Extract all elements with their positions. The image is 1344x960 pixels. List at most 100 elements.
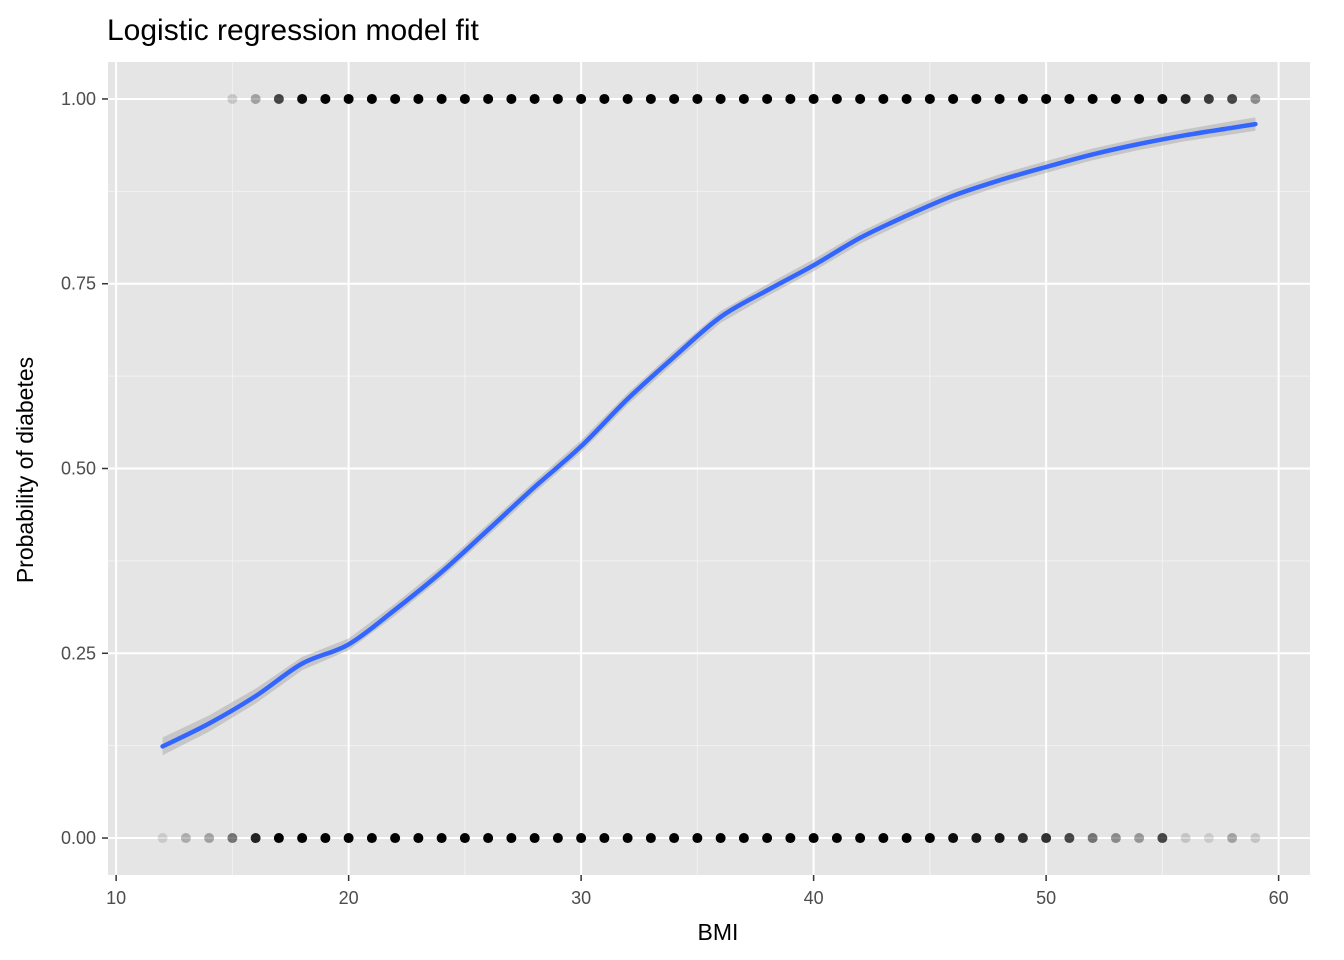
data-point (808, 93, 819, 104)
data-point (808, 833, 819, 844)
data-point (436, 93, 447, 104)
data-point (692, 833, 703, 844)
fit-curve (160, 121, 1258, 749)
data-point (273, 833, 284, 844)
data-point (576, 833, 587, 844)
x-tick-label: 20 (339, 888, 359, 908)
data-point (762, 93, 773, 104)
data-point (901, 93, 912, 104)
data-point (297, 833, 308, 844)
y-tick-label: 0.50 (61, 459, 96, 479)
data-point (878, 833, 889, 844)
data-point (1064, 93, 1075, 104)
data-point (948, 833, 959, 844)
data-point (948, 93, 959, 104)
data-point (1203, 833, 1214, 844)
data-point (1180, 833, 1191, 844)
data-point (785, 833, 796, 844)
data-point (645, 93, 656, 104)
data-point (1227, 833, 1238, 844)
data-point (1041, 93, 1052, 104)
data-point (738, 93, 749, 104)
data-point (924, 93, 935, 104)
data-point (855, 93, 866, 104)
data-point (273, 93, 284, 104)
y-tick-label: 0.75 (61, 274, 96, 294)
data-point (599, 93, 610, 104)
data-point (413, 93, 424, 104)
y-tick-label: 0.00 (61, 828, 96, 848)
data-point (204, 833, 215, 844)
x-tick-label: 40 (804, 888, 824, 908)
data-point (901, 833, 912, 844)
data-point (971, 833, 982, 844)
data-point (552, 833, 563, 844)
data-point (227, 833, 238, 844)
data-point (599, 833, 610, 844)
data-point (390, 833, 401, 844)
data-point (552, 93, 563, 104)
data-point (436, 833, 447, 844)
data-point (1250, 93, 1261, 104)
data-point (1157, 93, 1168, 104)
data-point (576, 93, 587, 104)
data-point (366, 833, 377, 844)
data-point (831, 93, 842, 104)
data-point (924, 833, 935, 844)
data-point (413, 833, 424, 844)
data-point (1110, 93, 1121, 104)
data-point (1134, 93, 1145, 104)
x-tick-label: 60 (1269, 888, 1289, 908)
y-tick-label: 0.25 (61, 643, 96, 663)
data-point (622, 833, 633, 844)
data-point (994, 833, 1005, 844)
data-point (1064, 833, 1075, 844)
data-point (645, 833, 656, 844)
data-point (459, 833, 470, 844)
data-point (1087, 833, 1098, 844)
data-point (1087, 93, 1098, 104)
data-point (459, 93, 470, 104)
y-axis: 0.00 0.25 0.50 0.75 1.00 (61, 89, 108, 848)
data-point (692, 93, 703, 104)
x-axis-title: BMI (698, 919, 739, 945)
x-axis: 10 20 30 40 50 60 (106, 875, 1289, 908)
data-point (715, 93, 726, 104)
data-point (831, 833, 842, 844)
confidence-band (162, 117, 1256, 756)
data-point (1017, 93, 1028, 104)
data-point (738, 833, 749, 844)
data-point (483, 93, 494, 104)
data-point (390, 93, 401, 104)
data-point (343, 833, 354, 844)
data-point (227, 93, 238, 104)
data-point (320, 833, 331, 844)
data-point (529, 833, 540, 844)
data-point (529, 93, 540, 104)
chart-title: Logistic regression model fit (107, 14, 480, 47)
data-point (715, 833, 726, 844)
data-point (297, 93, 308, 104)
data-point (1227, 93, 1238, 104)
data-point (1250, 833, 1261, 844)
data-points (157, 93, 1261, 844)
data-point (506, 93, 517, 104)
y-axis-title: Probability of diabetes (12, 357, 38, 583)
data-point (994, 93, 1005, 104)
data-point (1134, 833, 1145, 844)
data-point (483, 833, 494, 844)
data-point (785, 93, 796, 104)
data-point (180, 833, 191, 844)
data-point (878, 93, 889, 104)
data-point (762, 833, 773, 844)
data-point (622, 93, 633, 104)
data-point (250, 833, 261, 844)
data-point (506, 833, 517, 844)
data-point (1041, 833, 1052, 844)
data-point (1110, 833, 1121, 844)
data-point (1157, 833, 1168, 844)
x-tick-label: 50 (1036, 888, 1056, 908)
data-point (1017, 833, 1028, 844)
x-tick-label: 30 (571, 888, 591, 908)
